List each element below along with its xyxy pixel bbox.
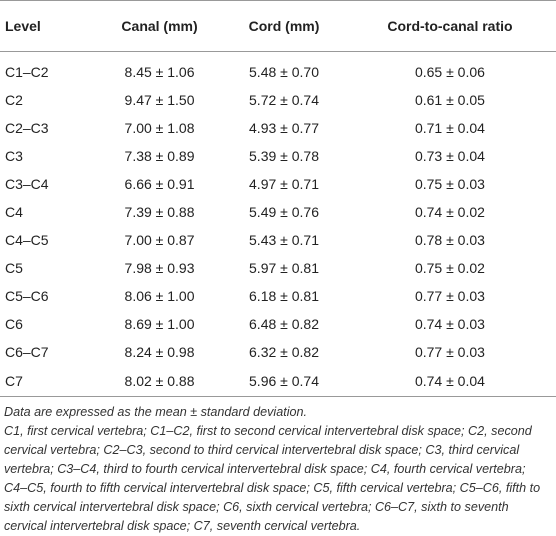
table-head: Level Canal (mm) Cord (mm) Cord-to-canal ra… <box>0 0 556 52</box>
table-row: C4–C5 7.00 ± 0.87 5.43 ± 0.71 0.78 ± 0.03 <box>0 226 556 254</box>
table-row: C4 7.39 ± 0.88 5.49 ± 0.76 0.74 ± 0.02 <box>0 198 556 226</box>
value-cell: 6.32 ± 0.82 <box>249 344 319 360</box>
table-row: C6–C7 8.24 ± 0.98 6.32 ± 0.82 0.77 ± 0.03 <box>0 338 556 366</box>
level-cell: C7 <box>0 366 95 397</box>
column-header: Cord-to-canal ratio <box>343 0 556 52</box>
value-cell: 0.74 ± 0.04 <box>343 366 556 397</box>
header-row: Level Canal (mm) Cord (mm) Cord-to-canal ra… <box>0 0 556 52</box>
table-row: C2 9.47 ± 1.50 5.72 ± 0.74 0.61 ± 0.05 <box>0 86 556 114</box>
table-row: C3 7.38 ± 0.89 5.39 ± 0.78 0.73 ± 0.04 <box>0 142 556 170</box>
value-cell: 0.71 ± 0.04 <box>414 120 485 136</box>
table-row: C7 8.02 ± 0.88 5.96 ± 0.74 0.74 ± 0.04 <box>0 366 556 397</box>
value-cell: 7.00 ± 0.87 <box>124 232 195 248</box>
level-cell: C3 <box>5 148 23 164</box>
value-cell: 5.49 ± 0.76 <box>249 204 319 220</box>
value-cell: 6.18 ± 0.81 <box>249 288 319 304</box>
value-cell: 5.72 ± 0.74 <box>249 92 319 108</box>
value-cell: 5.39 ± 0.78 <box>249 148 319 164</box>
value-cell: 0.75 ± 0.03 <box>414 176 485 192</box>
level-cell: C4 <box>5 204 23 220</box>
table-row: C6 8.69 ± 1.00 6.48 ± 0.82 0.74 ± 0.03 <box>0 310 556 338</box>
level-cell: C3–C4 <box>5 176 49 192</box>
column-header: Cord (mm) <box>224 0 344 52</box>
level-cell: C1–C2 <box>5 64 49 80</box>
value-cell: 0.65 ± 0.06 <box>414 64 485 80</box>
value-cell: 6.48 ± 0.82 <box>249 316 319 332</box>
data-table: Level Canal (mm) Cord (mm) Cord-to-canal ra… <box>0 0 556 397</box>
table-body: C1–C2 8.45 ± 1.06 5.48 ± 0.70 0.65 ± 0.06 C2… <box>0 52 556 397</box>
column-header: Canal (mm) <box>95 0 225 52</box>
value-cell: 5.97 ± 0.81 <box>249 260 319 276</box>
level-cell: C2–C3 <box>5 120 49 136</box>
level-cell: C5 <box>5 260 23 276</box>
value-cell: 7.98 ± 0.93 <box>124 260 195 276</box>
value-cell: 0.75 ± 0.02 <box>414 260 485 276</box>
value-cell: 0.61 ± 0.05 <box>414 92 485 108</box>
level-cell: C5–C6 <box>5 288 49 304</box>
value-cell: 5.48 ± 0.70 <box>249 64 319 80</box>
table-row: C2–C3 7.00 ± 1.08 4.93 ± 0.77 0.71 ± 0.04 <box>0 114 556 142</box>
value-cell: 9.47 ± 1.50 <box>124 92 195 108</box>
value-cell: 8.24 ± 0.98 <box>124 344 195 360</box>
value-cell: 8.06 ± 1.00 <box>124 288 195 304</box>
value-cell: 5.43 ± 0.71 <box>249 232 319 248</box>
value-cell: 5.96 ± 0.74 <box>224 366 344 397</box>
value-cell: 8.02 ± 0.88 <box>95 366 225 397</box>
value-cell: 4.97 ± 0.71 <box>249 176 319 192</box>
value-cell: 0.78 ± 0.03 <box>414 232 485 248</box>
level-cell: C4–C5 <box>5 232 49 248</box>
value-cell: 0.74 ± 0.02 <box>414 204 485 220</box>
value-cell: 0.77 ± 0.03 <box>414 288 485 304</box>
table-row: C3–C4 6.66 ± 0.91 4.97 ± 0.71 0.75 ± 0.03 <box>0 170 556 198</box>
value-cell: 8.69 ± 1.00 <box>124 316 195 332</box>
footnote: C1, first cervical vertebra; C1–C2, firs… <box>4 424 541 533</box>
value-cell: 7.00 ± 1.08 <box>124 120 195 136</box>
value-cell: 0.73 ± 0.04 <box>414 148 485 164</box>
table-row: C1–C2 8.45 ± 1.06 5.48 ± 0.70 0.65 ± 0.06 <box>0 52 556 87</box>
value-cell: 7.38 ± 0.89 <box>124 148 195 164</box>
value-cell: 8.45 ± 1.06 <box>124 64 195 80</box>
table-row: C5–C6 8.06 ± 1.00 6.18 ± 0.81 0.77 ± 0.03 <box>0 282 556 310</box>
column-header: Level <box>0 0 95 52</box>
value-cell: 0.77 ± 0.03 <box>414 344 485 360</box>
value-cell: 6.66 ± 0.91 <box>124 176 195 192</box>
level-cell: C6 <box>5 316 23 332</box>
footnotes: Data are expressed as the mean ± standar… <box>0 397 556 536</box>
value-cell: 4.93 ± 0.77 <box>249 120 319 136</box>
table-row: C5 7.98 ± 0.93 5.97 ± 0.81 0.75 ± 0.02 <box>0 254 556 282</box>
footnote: Data are expressed as the mean ± standar… <box>4 405 308 419</box>
level-cell: C6–C7 <box>5 344 49 360</box>
level-cell: C2 <box>5 92 23 108</box>
value-cell: 7.39 ± 0.88 <box>124 204 195 220</box>
value-cell: 0.74 ± 0.03 <box>414 316 485 332</box>
